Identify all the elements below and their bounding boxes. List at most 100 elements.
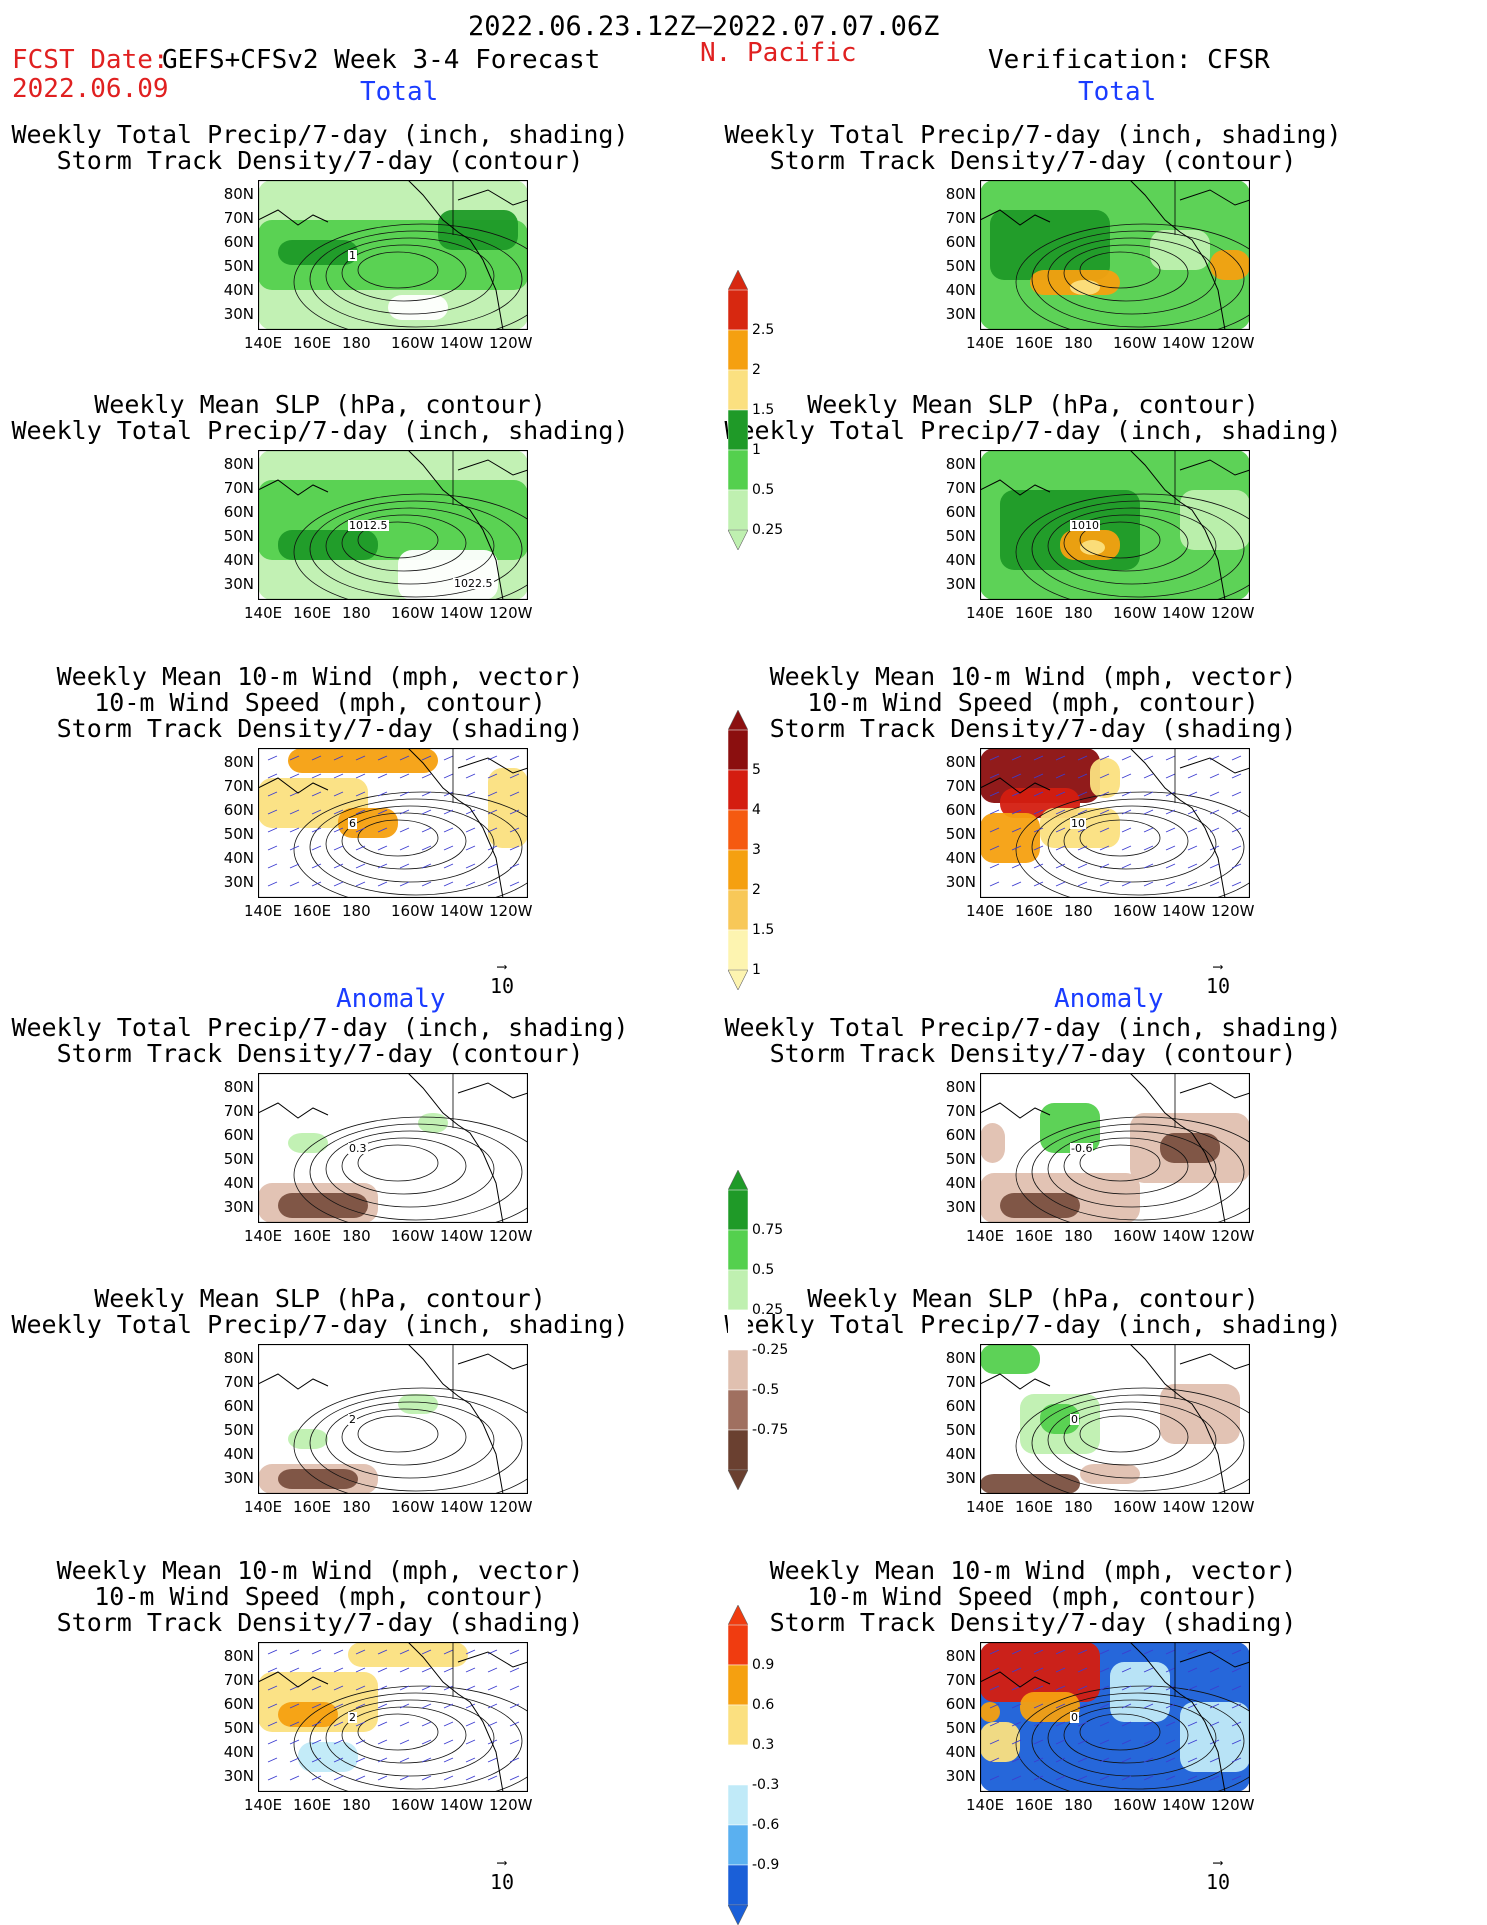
lon-label: 120W xyxy=(1211,902,1255,920)
lat-label: 80N xyxy=(223,1078,254,1096)
lon-label: 160W xyxy=(1113,604,1157,622)
lat-label: 30N xyxy=(945,873,976,891)
lat-label: 50N xyxy=(945,1150,976,1168)
lon-label: 160E xyxy=(293,1796,332,1814)
lon-label: 180 xyxy=(1064,604,1093,622)
contour-label: 1022.5 xyxy=(453,577,494,590)
lat-label: 50N xyxy=(945,825,976,843)
lon-label: 180 xyxy=(342,902,371,920)
lat-label: 50N xyxy=(223,257,254,275)
lat-label: 80N xyxy=(945,753,976,771)
lat-label: 40N xyxy=(945,281,976,299)
lat-label: 50N xyxy=(223,825,254,843)
lon-label: 140E xyxy=(244,604,283,622)
lon-label: 160W xyxy=(1113,1227,1157,1245)
map-panel: 0.3 xyxy=(258,1073,528,1223)
contour-label: 6 xyxy=(348,817,357,830)
lon-label: 160E xyxy=(1015,334,1054,352)
lon-label: 160W xyxy=(391,1498,435,1516)
lon-label: 140E xyxy=(966,1796,1005,1814)
contour-label: 1 xyxy=(348,249,357,262)
lon-label: 180 xyxy=(342,1498,371,1516)
lon-label: 120W xyxy=(1211,604,1255,622)
lat-label: 40N xyxy=(945,849,976,867)
lat-label: 70N xyxy=(945,1671,976,1689)
lon-label: 160E xyxy=(1015,902,1054,920)
panel-title: Weekly Mean SLP (hPa, contour) xyxy=(807,1284,1259,1313)
lat-label: 60N xyxy=(945,1126,976,1144)
lon-label: 120W xyxy=(489,1227,533,1245)
lat-label: 60N xyxy=(223,233,254,251)
contour-label: 2 xyxy=(348,1711,357,1724)
panel-title: Weekly Total Precip/7-day (inch, shading… xyxy=(724,416,1342,445)
lat-label: 60N xyxy=(223,1695,254,1713)
colorbar-label: -0.5 xyxy=(752,1382,780,1398)
panel-title: Storm Track Density/7-day (contour) xyxy=(769,146,1297,175)
lat-label: 30N xyxy=(223,1469,254,1487)
colorbar-label: -0.75 xyxy=(752,1422,789,1438)
panel-title: Storm Track Density/7-day (shading) xyxy=(769,714,1297,743)
lon-label: 120W xyxy=(489,604,533,622)
lon-label: 160W xyxy=(391,1227,435,1245)
lat-label: 50N xyxy=(223,1719,254,1737)
lon-label: 180 xyxy=(342,1796,371,1814)
colorbar-label: 0.6 xyxy=(752,1697,775,1713)
lon-label: 120W xyxy=(1211,334,1255,352)
region: N. Pacific xyxy=(700,38,857,68)
lon-label: 120W xyxy=(1211,1796,1255,1814)
lat-label: 40N xyxy=(223,849,254,867)
contour-label: 10 xyxy=(1070,817,1086,830)
lat-label: 60N xyxy=(945,1695,976,1713)
lat-label: 30N xyxy=(945,1767,976,1785)
lat-label: 80N xyxy=(223,753,254,771)
colorbar-label: 2 xyxy=(752,882,761,898)
lat-label: 40N xyxy=(223,281,254,299)
lon-label: 140E xyxy=(244,902,283,920)
lon-label: 180 xyxy=(342,604,371,622)
panel-title: Storm Track Density/7-day (contour) xyxy=(56,146,584,175)
lat-label: 70N xyxy=(945,209,976,227)
lat-label: 60N xyxy=(223,1126,254,1144)
colorbar-label: -0.6 xyxy=(752,1817,780,1833)
lat-label: 60N xyxy=(945,503,976,521)
vector-reference: ⟶ 10 xyxy=(1205,959,1231,998)
lat-label: 30N xyxy=(945,575,976,593)
lon-label: 180 xyxy=(342,334,371,352)
lon-label: 140W xyxy=(1162,1796,1206,1814)
lat-label: 50N xyxy=(945,257,976,275)
contour-label: 0.3 xyxy=(348,1142,368,1155)
colorbar-label: 1.5 xyxy=(752,402,775,418)
lon-label: 140E xyxy=(966,902,1005,920)
lon-label: 160E xyxy=(293,1498,332,1516)
panel-title: Storm Track Density/7-day (shading) xyxy=(56,1608,584,1637)
panel-title: Weekly Mean 10-m Wind (mph, vector) xyxy=(769,1556,1297,1585)
lat-label: 40N xyxy=(223,1743,254,1761)
lon-label: 180 xyxy=(1064,1227,1093,1245)
lon-label: 160E xyxy=(293,604,332,622)
panel-title: Weekly Total Precip/7-day (inch, shading… xyxy=(724,120,1342,149)
lat-label: 80N xyxy=(945,1349,976,1367)
lat-label: 60N xyxy=(945,801,976,819)
lat-label: 40N xyxy=(945,1445,976,1463)
vector-reference: ⟶ 10 xyxy=(1205,1855,1231,1894)
lat-label: 40N xyxy=(945,1174,976,1192)
map-panel: 0 xyxy=(980,1344,1250,1494)
map-panel: 10 xyxy=(980,748,1250,898)
panel-title: 10-m Wind Speed (mph, contour) xyxy=(807,1582,1259,1611)
lat-label: 60N xyxy=(223,503,254,521)
lon-label: 120W xyxy=(1211,1227,1255,1245)
panel-title: Weekly Mean SLP (hPa, contour) xyxy=(807,390,1259,419)
contour-label: 1010 xyxy=(1070,519,1100,532)
lat-label: 70N xyxy=(945,479,976,497)
lon-label: 180 xyxy=(1064,1498,1093,1516)
lon-label: 180 xyxy=(1064,334,1093,352)
lat-label: 70N xyxy=(945,1102,976,1120)
vector-reference: ⟶ 10 xyxy=(489,1855,515,1894)
colorbar xyxy=(728,710,748,990)
lon-label: 160W xyxy=(391,334,435,352)
lon-label: 140E xyxy=(966,1498,1005,1516)
lat-label: 30N xyxy=(945,1198,976,1216)
colorbar-label: 4 xyxy=(752,802,761,818)
map-panel: -0.6 xyxy=(980,1073,1250,1223)
lat-label: 70N xyxy=(223,1373,254,1391)
